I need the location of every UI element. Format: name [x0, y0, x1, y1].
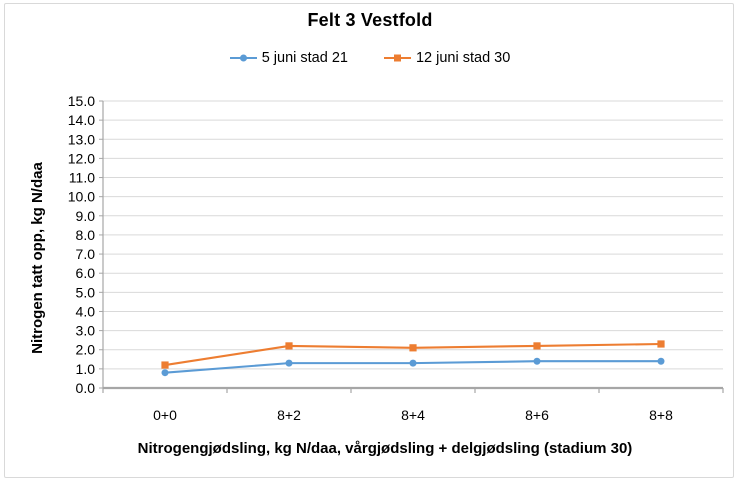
data-point-square [533, 342, 541, 350]
y-tick-label: 7.0 [76, 246, 96, 262]
y-tick-label: 15.0 [68, 93, 95, 109]
y-tick-label: 8.0 [76, 227, 96, 243]
y-tick-label: 0.0 [76, 380, 96, 396]
y-tick-label: 12.0 [68, 150, 95, 166]
data-point-square [161, 361, 169, 369]
y-axis-title: Nitrogen tatt opp, kg N/daa [29, 162, 46, 354]
data-point-circle [409, 359, 417, 367]
y-tick-label: 5.0 [76, 284, 96, 300]
data-point-square [285, 342, 293, 350]
y-tick-label: 1.0 [76, 361, 96, 377]
data-point-circle [285, 359, 293, 367]
legend-square-marker-icon [383, 54, 411, 62]
data-point-circle [657, 357, 665, 365]
y-tick-label: 10.0 [68, 189, 95, 205]
y-tick-label: 6.0 [76, 265, 96, 281]
y-tick-label: 2.0 [76, 342, 96, 358]
y-tick-label: 3.0 [76, 323, 96, 339]
y-tick-label: 9.0 [76, 208, 96, 224]
legend-label: 12 juni stad 30 [415, 50, 511, 66]
chart-border-frame [4, 3, 734, 478]
data-point-square [409, 344, 417, 352]
x-tick-label: 8+2 [277, 407, 301, 423]
data-point-circle [533, 357, 541, 365]
x-tick-label: 8+6 [525, 407, 549, 423]
chart-title: Felt 3 Vestfold [307, 10, 433, 30]
y-tick-label: 4.0 [76, 303, 96, 319]
x-axis-title: Nitrogengjødsling, kg N/daa, vårgjødslin… [137, 440, 633, 457]
y-tick-label: 13.0 [68, 131, 95, 147]
chart-legend: 5 juni stad 21 12 juni stad 30 [0, 50, 740, 66]
x-tick-label: 0+0 [153, 407, 177, 423]
y-tick-label: 14.0 [68, 112, 95, 128]
legend-item: 12 juni stad 30 [383, 50, 511, 66]
data-point-square [657, 340, 665, 348]
x-tick-label: 8+4 [401, 407, 425, 423]
y-tick-label: 11.0 [69, 170, 95, 186]
data-point-circle [161, 369, 169, 377]
x-tick-label: 8+8 [649, 407, 673, 423]
legend-label: 5 juni stad 21 [261, 50, 348, 66]
legend-item: 5 juni stad 21 [229, 50, 348, 66]
legend-circle-marker-icon [229, 54, 257, 62]
